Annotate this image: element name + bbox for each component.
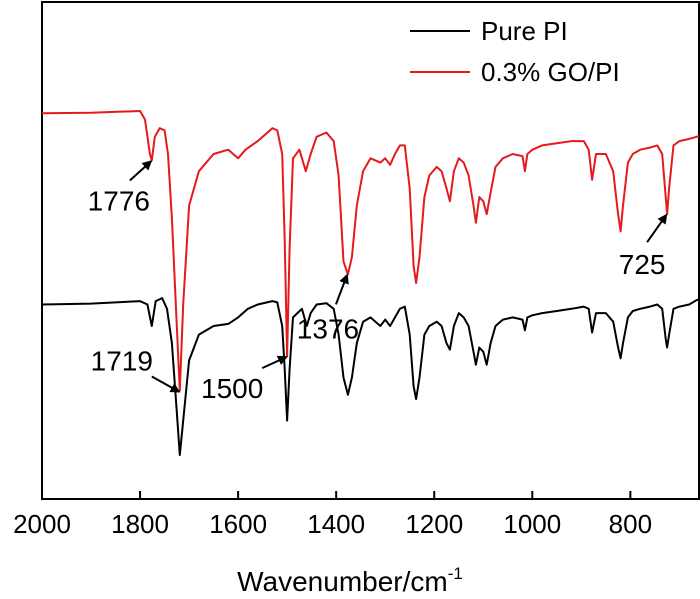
series-line-pure-pi (41, 297, 700, 456)
x-tick-label-1600: 1600 (209, 509, 267, 539)
x-axis-title-superscript: -1 (448, 564, 463, 583)
legend-label-go-pi: 0.3% GO/PI (481, 57, 620, 87)
peak-label-1719: 1719 (91, 346, 153, 377)
plot-frame (41, 1, 700, 500)
peak-arrow-1376 (335, 273, 349, 305)
series-line-go-pi (41, 110, 700, 392)
series-layer (41, 110, 700, 456)
peak-arrow-1500 (261, 355, 288, 370)
x-tick-label-1200: 1200 (405, 509, 463, 539)
x-axis-title-main: Wavenumber/cm (237, 566, 448, 597)
x-tick-label-1000: 1000 (503, 509, 561, 539)
peak-arrow-725 (646, 213, 668, 243)
peak-label-1500: 1500 (201, 373, 263, 404)
x-tick-label-800: 800 (609, 509, 652, 539)
peak-label-725: 725 (619, 249, 666, 280)
x-tick-label-2000: 2000 (13, 509, 71, 539)
legend: Pure PI 0.3% GO/PI (410, 16, 620, 87)
x-axis-title: Wavenumber/cm-1 (237, 564, 463, 597)
legend-label-pure-pi: Pure PI (481, 16, 568, 46)
x-axis-ticks: 2000 1800 1600 1400 1200 1000 800 (13, 491, 652, 539)
x-tick-label-1800: 1800 (111, 509, 169, 539)
peak-arrow-1776 (129, 160, 153, 182)
peak-label-1376: 1376 (297, 313, 359, 344)
peak-label-1776: 1776 (88, 185, 150, 216)
peak-arrow-1719 (151, 375, 181, 393)
x-tick-label-1400: 1400 (307, 509, 365, 539)
peak-annotations: 1776 1719 1500 1376 725 (88, 160, 668, 404)
